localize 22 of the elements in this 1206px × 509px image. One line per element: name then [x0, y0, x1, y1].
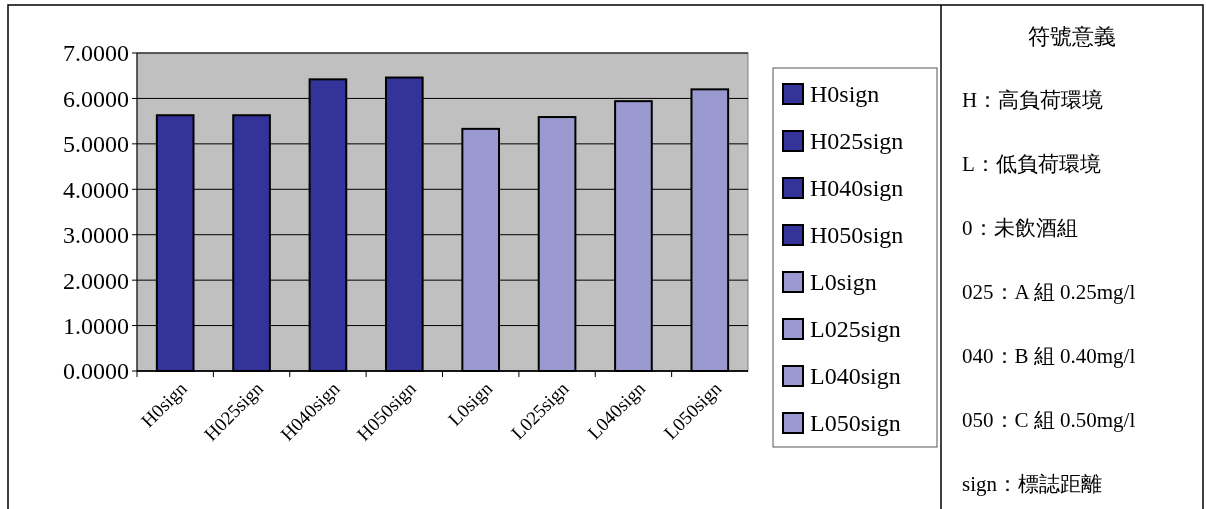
text: H：高負荷環境 — [962, 88, 1104, 113]
legend-label: H0sign — [810, 81, 880, 108]
y-tick-label: 6.0000 — [63, 85, 129, 112]
legend-label: H050sign — [810, 222, 904, 249]
text: sign：標誌距離 — [962, 472, 1103, 497]
y-tick-label: 2.0000 — [63, 267, 129, 294]
text: L：低負荷環境 — [962, 152, 1101, 177]
text: 0：未飲酒組 — [962, 216, 1078, 241]
text: 050：C 組 0.50mg/l — [962, 408, 1136, 433]
legend-label: H025sign — [810, 128, 904, 155]
y-tick-label: 4.0000 — [63, 176, 129, 203]
y-tick-label: 7.0000 — [63, 40, 129, 67]
y-tick-label: 3.0000 — [63, 222, 129, 249]
text: 040：B 組 0.40mg/l — [962, 344, 1136, 369]
legend-label: L0sign — [810, 269, 877, 296]
legend-label: L025sign — [810, 316, 901, 343]
y-tick-label: 5.0000 — [63, 131, 129, 158]
y-tick-label: 0.0000 — [63, 358, 129, 385]
y-tick-label: 1.0000 — [63, 312, 129, 339]
text: 符號意義 — [1028, 23, 1116, 49]
legend-label: H040sign — [810, 175, 904, 202]
text: 025：A 組 0.25mg/l — [962, 280, 1136, 305]
